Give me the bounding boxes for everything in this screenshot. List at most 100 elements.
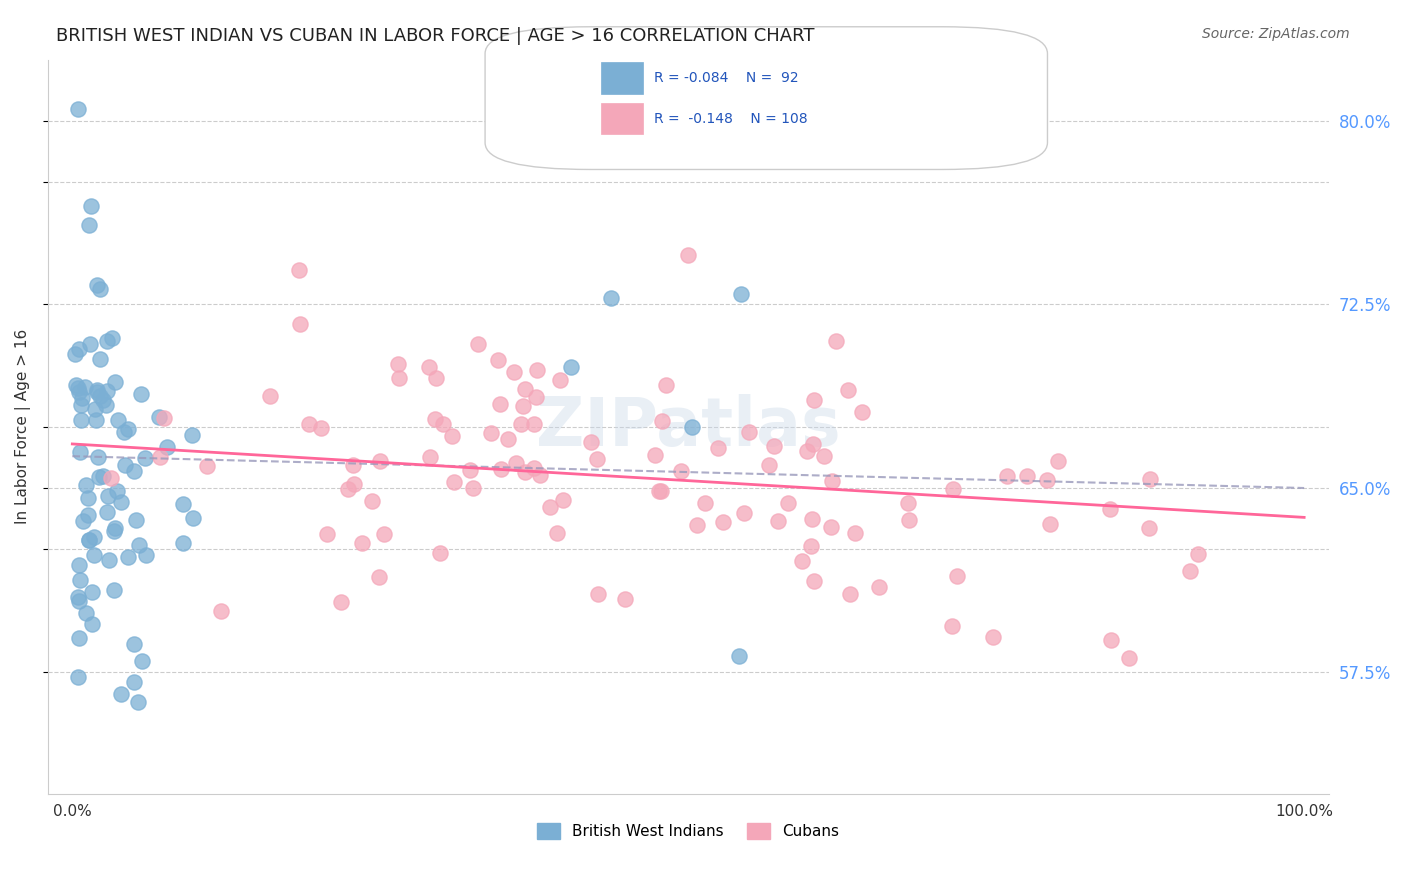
Point — [104, 521, 127, 535]
Point — [803, 392, 825, 407]
Point — [103, 582, 125, 597]
Point — [650, 483, 672, 498]
Point — [67, 590, 90, 604]
Point — [83, 530, 105, 544]
Point — [685, 517, 707, 532]
Point — [89, 352, 111, 367]
Point — [73, 380, 96, 394]
Point — [733, 506, 755, 520]
Point — [693, 496, 716, 510]
Point — [96, 505, 118, 519]
Point — [336, 482, 359, 496]
Text: BRITISH WEST INDIAN VS CUBAN IN LABOR FORCE | AGE > 16 CORRELATION CHART: BRITISH WEST INDIAN VS CUBAN IN LABOR FO… — [56, 27, 814, 45]
Point — [65, 377, 87, 392]
Point — [97, 553, 120, 567]
Point — [125, 513, 148, 527]
Point — [837, 383, 859, 397]
Point — [681, 420, 703, 434]
Point — [803, 574, 825, 589]
Point — [419, 450, 441, 464]
Point — [586, 587, 609, 601]
Point — [86, 413, 108, 427]
Point — [89, 282, 111, 296]
Point — [69, 573, 91, 587]
Point — [762, 439, 785, 453]
Point — [134, 450, 156, 465]
Point — [981, 630, 1004, 644]
Point — [288, 263, 311, 277]
Point — [63, 346, 86, 360]
Point — [941, 619, 963, 633]
Point — [1047, 453, 1070, 467]
Point — [523, 460, 546, 475]
FancyBboxPatch shape — [485, 27, 1047, 169]
Point — [538, 500, 561, 514]
Point — [67, 343, 90, 357]
Point — [309, 421, 332, 435]
Point — [75, 478, 97, 492]
Point — [298, 417, 321, 431]
Point — [821, 474, 844, 488]
Point — [727, 649, 749, 664]
Point — [489, 462, 512, 476]
Point — [844, 526, 866, 541]
Point — [546, 526, 568, 541]
Point — [560, 360, 582, 375]
Point — [1137, 521, 1160, 535]
Point — [1187, 547, 1209, 561]
Point — [70, 391, 93, 405]
Point — [838, 587, 860, 601]
Point — [851, 405, 873, 419]
Point — [155, 441, 177, 455]
Point — [418, 360, 440, 375]
Point — [526, 363, 548, 377]
Point — [91, 469, 114, 483]
Point — [368, 454, 391, 468]
Point — [77, 533, 100, 548]
Point — [644, 448, 666, 462]
Point — [181, 510, 204, 524]
Point — [360, 494, 382, 508]
Point — [86, 385, 108, 400]
Point — [69, 385, 91, 400]
Point — [613, 591, 636, 606]
Point — [654, 377, 676, 392]
Point — [96, 334, 118, 349]
Point — [423, 412, 446, 426]
Point — [648, 484, 671, 499]
Point — [69, 445, 91, 459]
Point — [342, 458, 364, 472]
Point — [259, 389, 281, 403]
Point — [766, 514, 789, 528]
Point — [80, 199, 103, 213]
Point — [505, 456, 527, 470]
Point — [738, 425, 761, 439]
Point — [149, 450, 172, 464]
Point — [707, 441, 730, 455]
Point — [388, 371, 411, 385]
Point — [110, 687, 132, 701]
Point — [197, 459, 219, 474]
Point — [77, 219, 100, 233]
Point — [796, 443, 818, 458]
Point — [897, 495, 920, 509]
Text: ZIPatlas: ZIPatlas — [536, 393, 841, 459]
Point — [83, 548, 105, 562]
Point — [122, 464, 145, 478]
Point — [1036, 473, 1059, 487]
Point — [91, 392, 114, 407]
Point — [342, 477, 364, 491]
Point — [72, 514, 94, 528]
Point — [792, 554, 814, 568]
Point — [479, 425, 502, 440]
Point — [135, 549, 157, 563]
Point — [730, 287, 752, 301]
Point — [1017, 468, 1039, 483]
Point — [86, 277, 108, 292]
Point — [77, 508, 100, 522]
Point — [529, 467, 551, 482]
Point — [82, 616, 104, 631]
Point — [1139, 472, 1161, 486]
Point — [676, 248, 699, 262]
Point — [107, 413, 129, 427]
